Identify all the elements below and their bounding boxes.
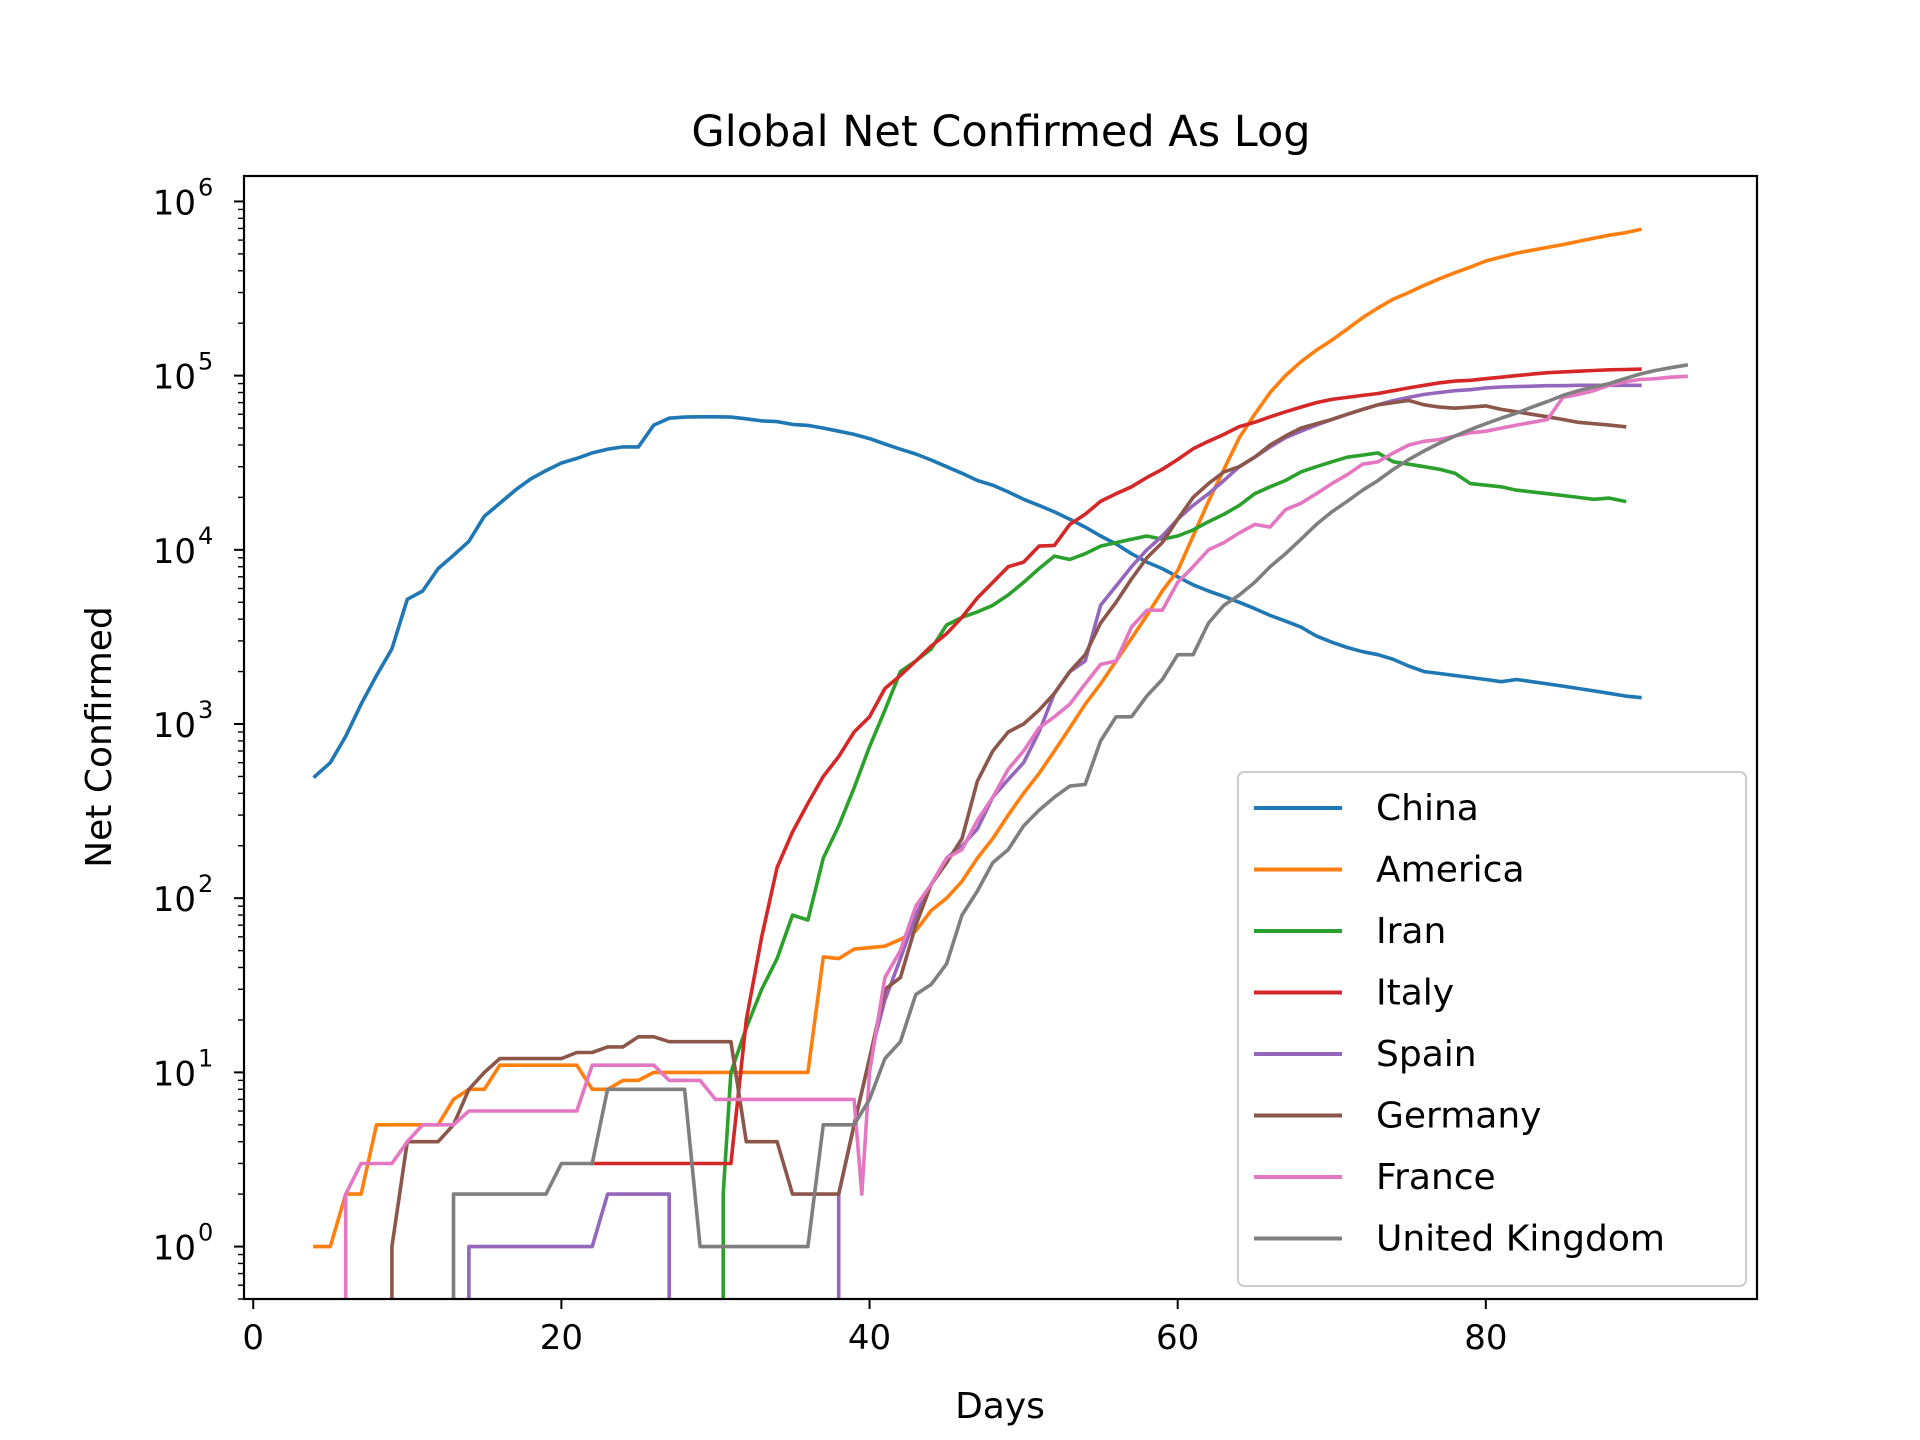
legend-label: Italy bbox=[1376, 973, 1454, 1014]
legend: China America Iran Italy Spain Germany France U… bbox=[1237, 771, 1747, 1287]
legend-item: Iran bbox=[1254, 911, 1446, 952]
legend-label: Spain bbox=[1376, 1034, 1477, 1075]
legend-label: China bbox=[1376, 788, 1479, 829]
x-axis-label: Days bbox=[955, 1386, 1045, 1427]
chart-title: Global Net Confirmed As Log bbox=[691, 107, 1310, 157]
legend-item: Spain bbox=[1254, 1034, 1477, 1075]
x-tick-label: 20 bbox=[540, 1318, 583, 1358]
legend-item: Germany bbox=[1254, 1096, 1541, 1137]
y-tick-exponent: 6 bbox=[198, 173, 213, 201]
series-line-china bbox=[312, 415, 1642, 779]
legend-label: France bbox=[1376, 1157, 1496, 1198]
x-tick-label: 80 bbox=[1464, 1318, 1507, 1358]
legend-item: Italy bbox=[1254, 973, 1454, 1014]
legend-label: America bbox=[1376, 850, 1525, 891]
y-axis-label: Net Confirmed bbox=[79, 606, 120, 868]
x-tick-label: 40 bbox=[848, 1318, 891, 1358]
legend-item: France bbox=[1254, 1157, 1496, 1198]
legend-label: United Kingdom bbox=[1376, 1219, 1665, 1260]
y-tick-label: 10 bbox=[153, 532, 196, 572]
series-layer bbox=[312, 227, 1689, 1299]
plot-area-frame bbox=[242, 174, 1759, 1301]
x-tick-label: 60 bbox=[1156, 1318, 1199, 1358]
y-tick-exponent: 4 bbox=[198, 522, 213, 550]
y-tick-label: 10 bbox=[153, 358, 196, 398]
y-tick-label: 10 bbox=[153, 1054, 196, 1094]
x-tick-label: 0 bbox=[242, 1318, 264, 1358]
y-tick-exponent: 5 bbox=[198, 348, 213, 376]
series-line-iran bbox=[721, 451, 1627, 1299]
y-tick-label: 10 bbox=[153, 706, 196, 746]
y-tick-exponent: 3 bbox=[198, 696, 213, 724]
legend-item: United Kingdom bbox=[1254, 1219, 1665, 1260]
y-tick-exponent: 0 bbox=[198, 1219, 213, 1247]
series-line-italy bbox=[590, 367, 1642, 1166]
legend-label: Iran bbox=[1376, 911, 1446, 952]
legend-item: America bbox=[1254, 850, 1525, 891]
series-line-america bbox=[313, 227, 1643, 1249]
y-tick-label: 10 bbox=[153, 880, 196, 920]
x-axis: 0 20 40 60 80 bbox=[242, 1299, 1507, 1358]
legend-item: China bbox=[1254, 788, 1479, 829]
series-line-united-kingdom bbox=[451, 363, 1689, 1299]
series-line-spain bbox=[836, 383, 1642, 1299]
series-line-spain bbox=[467, 1192, 671, 1299]
series-line-germany bbox=[390, 398, 1627, 1299]
y-tick-label: 10 bbox=[153, 1229, 196, 1269]
y-tick-exponent: 2 bbox=[198, 870, 213, 898]
legend-label: Germany bbox=[1376, 1096, 1541, 1137]
y-tick-exponent: 1 bbox=[198, 1044, 213, 1072]
y-tick-label: 10 bbox=[153, 183, 196, 223]
legend-box bbox=[1237, 771, 1747, 1287]
